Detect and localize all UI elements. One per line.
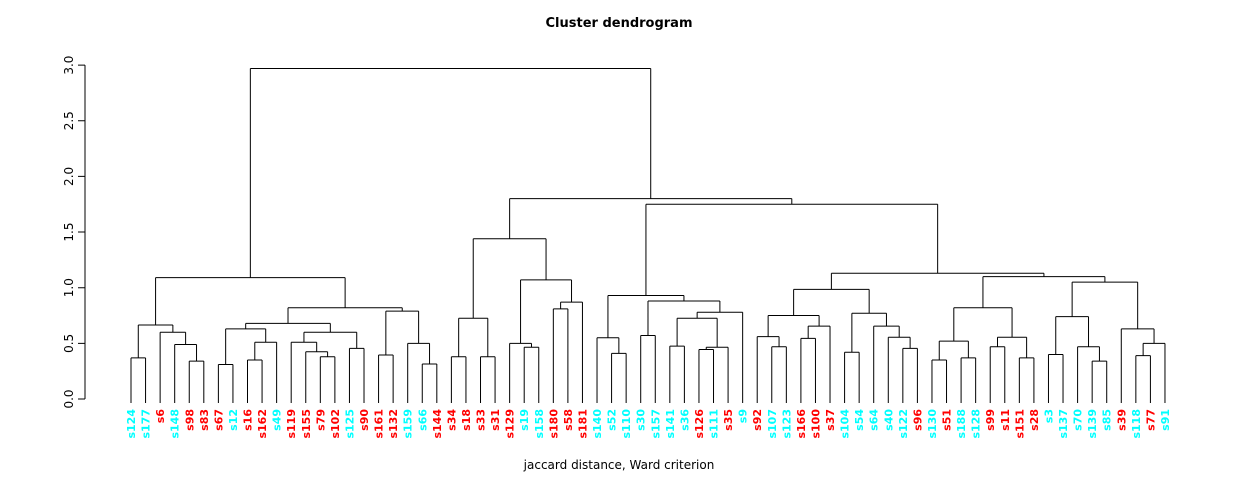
leaf-label: s39 — [1115, 409, 1128, 431]
leaf-label: s166 — [795, 409, 808, 439]
leaf-label: s122 — [897, 409, 910, 439]
leaf-label: s188 — [955, 409, 968, 439]
leaf-label: s79 — [314, 409, 327, 431]
leaf-label: s125 — [343, 409, 356, 439]
leaf-label: s180 — [547, 409, 560, 439]
leaf-label: s99 — [984, 409, 997, 431]
y-axis-tick-label: 0.0 — [62, 389, 76, 408]
leaf-label: s104 — [839, 409, 852, 439]
y-axis — [78, 64, 86, 400]
y-axis-tick-label: 0.5 — [62, 334, 76, 353]
leaf-label: s70 — [1072, 409, 1085, 431]
y-axis-tick-label: 2.5 — [62, 111, 76, 130]
leaf-label: s37 — [824, 409, 837, 431]
leaf-label: s137 — [1057, 409, 1070, 439]
leaf-label: s126 — [693, 409, 706, 439]
leaf-label: s64 — [868, 409, 881, 431]
leaf-label: s181 — [576, 409, 589, 439]
leaf-label: s66 — [416, 409, 429, 431]
leaf-label: s140 — [591, 409, 604, 439]
dendrogram-tree-lines — [130, 67, 1166, 403]
leaf-label: s77 — [1144, 409, 1157, 431]
leaf-label: s98 — [183, 409, 196, 431]
leaf-label: s9 — [737, 409, 750, 423]
leaf-label: s83 — [198, 409, 211, 431]
leaf-label: s141 — [664, 409, 677, 439]
y-axis-tick-label: 1.0 — [62, 278, 76, 297]
leaf-label: s35 — [722, 409, 735, 431]
leaf-label: s19 — [518, 409, 531, 431]
leaf-label: s162 — [256, 409, 269, 439]
chart-title: Cluster dendrogram — [545, 16, 693, 31]
leaf-label: s119 — [285, 409, 298, 439]
leaf-label: s52 — [606, 409, 619, 431]
leaf-label: s49 — [271, 409, 284, 431]
leaf-label: s58 — [562, 409, 575, 431]
leaf-label: s12 — [227, 409, 240, 431]
leaf-label: s177 — [140, 409, 153, 439]
leaf-label: s40 — [882, 409, 895, 431]
leaf-label: s54 — [853, 409, 866, 431]
leaf-label: s118 — [1130, 409, 1143, 439]
leaf-label: s128 — [970, 409, 983, 439]
y-axis-tick-label: 2.0 — [62, 167, 76, 186]
leaf-label: s107 — [766, 409, 779, 439]
leaf-label: s148 — [169, 409, 182, 439]
leaf-label: s123 — [780, 409, 793, 439]
leaf-label: s85 — [1101, 409, 1114, 431]
leaf-label: s161 — [373, 409, 386, 439]
leaf-label: s102 — [329, 409, 342, 439]
leaf-label: s124 — [125, 409, 138, 439]
leaf-label: s31 — [489, 409, 502, 431]
leaf-label: s159 — [402, 409, 415, 439]
leaf-label: s151 — [1013, 409, 1026, 439]
y-axis-tick-label: 1.5 — [62, 223, 76, 242]
leaf-label: s130 — [926, 409, 939, 439]
leaf-label: s16 — [242, 409, 255, 431]
leaf-label: s92 — [751, 409, 764, 431]
leaf-label: s139 — [1086, 409, 1099, 439]
leaf-label: s11 — [999, 409, 1012, 431]
leaf-label: s36 — [678, 409, 691, 431]
leaf-label: s90 — [358, 409, 371, 431]
leaf-label: s34 — [445, 409, 458, 431]
leaf-label: s51 — [941, 409, 954, 431]
leaf-label: s110 — [620, 409, 633, 439]
leaf-label: s155 — [300, 409, 313, 439]
leaf-label: s132 — [387, 409, 400, 439]
leaf-label: s67 — [212, 409, 225, 431]
y-axis-tick-label: 3.0 — [62, 56, 76, 75]
leaf-label: s6 — [154, 409, 167, 424]
leaf-label: s18 — [460, 409, 473, 431]
x-axis-label: jaccard distance, Ward criterion — [523, 458, 715, 472]
leaf-label: s144 — [431, 409, 444, 439]
leaf-label: s100 — [809, 409, 822, 439]
leaf-label: s129 — [504, 409, 517, 439]
leaf-label: s96 — [911, 409, 924, 431]
leaf-label: s30 — [635, 409, 648, 431]
leaf-label: s111 — [708, 409, 721, 439]
leaf-label: s157 — [649, 409, 662, 439]
leaf-label: s28 — [1028, 409, 1041, 431]
leaf-label: s33 — [475, 409, 488, 431]
leaf-label: s158 — [533, 409, 546, 439]
leaf-label: s91 — [1159, 409, 1172, 431]
leaf-label: s3 — [1042, 409, 1055, 423]
